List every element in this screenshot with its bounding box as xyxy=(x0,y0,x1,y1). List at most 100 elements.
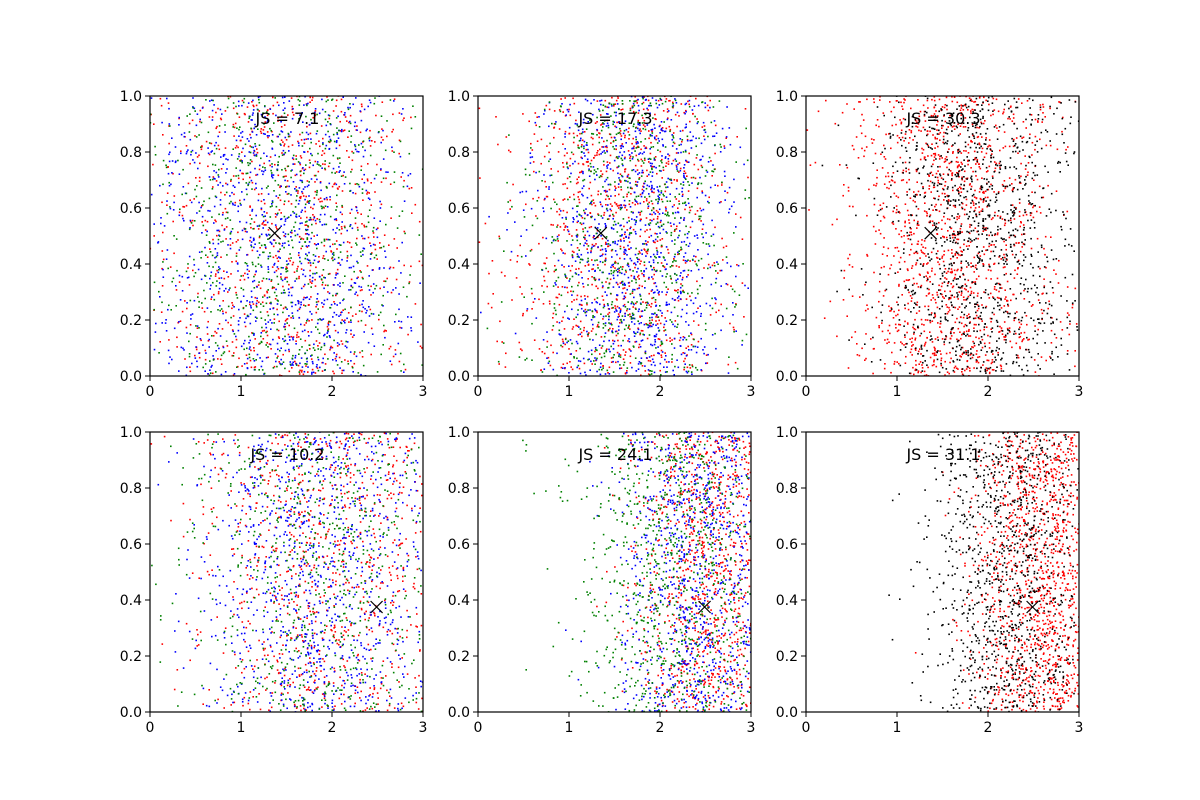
point xyxy=(299,174,302,177)
point xyxy=(654,291,656,294)
point xyxy=(214,342,217,344)
point xyxy=(638,109,640,112)
point xyxy=(209,210,211,212)
point xyxy=(648,157,651,160)
point xyxy=(226,211,229,214)
point xyxy=(636,331,639,333)
point xyxy=(374,287,376,290)
point xyxy=(276,308,278,311)
point xyxy=(627,216,630,219)
point xyxy=(316,298,318,300)
point xyxy=(606,243,608,245)
point xyxy=(638,308,640,310)
point xyxy=(420,253,422,255)
point xyxy=(267,321,270,323)
point xyxy=(382,245,385,248)
point xyxy=(617,172,619,175)
point xyxy=(309,274,311,277)
point xyxy=(533,133,536,135)
point xyxy=(639,295,642,297)
point xyxy=(268,113,270,115)
point xyxy=(589,119,591,121)
point xyxy=(699,159,701,161)
point xyxy=(185,145,188,147)
point xyxy=(589,369,591,371)
point xyxy=(260,317,263,319)
point xyxy=(339,282,341,284)
point xyxy=(685,126,687,128)
point xyxy=(541,180,543,182)
point xyxy=(567,230,570,233)
point xyxy=(566,226,569,228)
point xyxy=(239,199,241,202)
point xyxy=(277,300,279,302)
point xyxy=(722,259,724,261)
point xyxy=(592,113,594,116)
point xyxy=(597,246,599,248)
point xyxy=(606,119,609,122)
point xyxy=(623,253,625,255)
point xyxy=(726,262,729,264)
point xyxy=(651,190,653,193)
point xyxy=(271,203,273,205)
point xyxy=(272,174,275,176)
point xyxy=(298,235,301,238)
point xyxy=(282,311,284,314)
point xyxy=(604,259,607,261)
point xyxy=(602,160,605,163)
point xyxy=(264,246,267,248)
point xyxy=(360,255,362,257)
point xyxy=(556,296,559,299)
point xyxy=(725,256,728,258)
point xyxy=(307,331,309,333)
point xyxy=(238,181,240,184)
point xyxy=(624,170,626,173)
point xyxy=(354,148,357,151)
point xyxy=(629,232,631,234)
point xyxy=(681,190,683,193)
point xyxy=(342,241,345,244)
point xyxy=(297,140,299,143)
point xyxy=(295,199,298,202)
point xyxy=(293,226,295,228)
point xyxy=(673,179,676,181)
x-tick-label: 2 xyxy=(328,384,337,400)
point xyxy=(543,198,546,201)
point xyxy=(508,134,510,136)
point xyxy=(251,131,254,133)
point xyxy=(231,228,234,230)
point xyxy=(678,266,680,268)
point xyxy=(586,330,588,333)
point xyxy=(276,303,279,305)
point xyxy=(617,313,620,315)
point xyxy=(589,203,591,205)
point xyxy=(250,119,253,121)
point xyxy=(153,223,155,225)
point xyxy=(373,102,376,105)
point xyxy=(421,264,423,267)
point xyxy=(564,97,566,99)
point xyxy=(280,130,283,132)
point xyxy=(175,285,177,287)
point xyxy=(212,99,214,102)
point xyxy=(659,150,662,153)
point xyxy=(661,155,663,157)
point xyxy=(421,364,423,366)
point xyxy=(666,232,668,234)
point xyxy=(323,223,326,226)
point xyxy=(344,319,346,321)
point xyxy=(304,198,306,201)
point xyxy=(393,171,396,173)
point xyxy=(305,115,307,118)
point xyxy=(174,146,177,148)
point xyxy=(168,107,170,110)
point xyxy=(696,154,698,156)
point xyxy=(628,203,631,206)
point xyxy=(299,338,302,340)
point xyxy=(547,270,550,273)
point xyxy=(562,342,565,345)
point xyxy=(215,220,217,223)
point xyxy=(633,323,636,325)
point xyxy=(361,310,363,313)
point xyxy=(211,188,214,190)
